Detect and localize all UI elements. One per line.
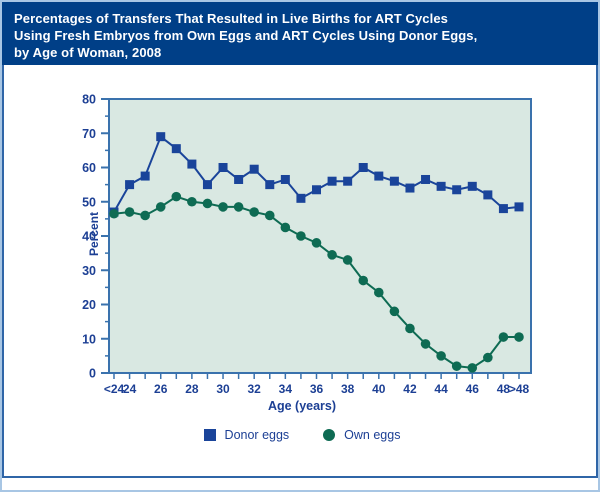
own-eggs-marker [202, 198, 213, 209]
donor-eggs-marker [343, 176, 353, 186]
own-eggs-marker [467, 363, 478, 373]
own-eggs-marker [436, 351, 446, 361]
own-eggs-marker [405, 323, 415, 334]
donor-eggs-marker [218, 163, 228, 172]
own-eggs-marker [124, 207, 135, 217]
y-tick-label: 20 [82, 298, 96, 312]
donor-eggs-marker [171, 144, 181, 154]
x-tick-label: 26 [154, 382, 168, 396]
donor-eggs-marker [358, 163, 368, 172]
donor-eggs-marker [187, 159, 197, 169]
y-axis-title: Percent [87, 211, 101, 257]
own-eggs-marker [218, 202, 228, 212]
x-tick-label: 40 [372, 382, 386, 396]
donor-eggs-marker [156, 132, 166, 142]
x-tick-label: <24 [104, 382, 125, 396]
own-eggs-marker [171, 191, 182, 202]
y-tick-label: 30 [82, 264, 96, 278]
own-eggs-marker [389, 306, 400, 317]
own-eggs-marker [483, 352, 493, 363]
donor-eggs-marker [498, 204, 508, 214]
chart-title-bar: Percentages of Transfers That Resulted i… [2, 2, 598, 65]
donor-eggs-marker [483, 190, 493, 200]
donor-eggs-marker [421, 174, 431, 184]
x-tick-label: >48 [509, 382, 530, 396]
x-tick-label: 32 [248, 382, 262, 396]
legend-item-donor-eggs: Donor eggs [203, 428, 290, 442]
x-tick-label: 44 [434, 382, 448, 396]
own-eggs-circle-icon [323, 429, 336, 441]
donor-eggs-marker [327, 176, 337, 186]
donor-eggs-marker [125, 180, 135, 190]
legend-label-donor-eggs: Donor eggs [224, 428, 290, 442]
donor-eggs-square-icon [203, 429, 216, 441]
y-tick-label: 50 [82, 195, 96, 209]
y-tick-label: 80 [82, 93, 96, 107]
own-eggs-marker [296, 231, 306, 241]
x-tick-label: 28 [185, 382, 199, 396]
own-eggs-marker [249, 207, 259, 217]
x-tick-label: 42 [403, 382, 417, 396]
y-tick-label: 10 [82, 332, 96, 346]
own-eggs-marker [109, 208, 119, 219]
own-eggs-marker [311, 238, 322, 248]
own-eggs-marker [187, 196, 197, 207]
legend-label-own-eggs: Own eggs [344, 428, 401, 442]
donor-eggs-marker [312, 185, 321, 195]
y-tick-label: 70 [82, 127, 96, 141]
own-eggs-marker [420, 339, 431, 349]
donor-eggs-marker [280, 174, 290, 184]
own-eggs-marker [280, 222, 291, 233]
x-tick-label: 48 [497, 382, 511, 396]
chart-legend: Donor eggs Own eggs [2, 428, 600, 442]
own-eggs-marker [514, 332, 524, 342]
donor-eggs-marker [436, 181, 446, 191]
donor-eggs-marker [374, 171, 384, 181]
chart-title-line-2: Using Fresh Embryos from Own Eggs and AR… [14, 28, 478, 43]
donor-eggs-marker [514, 202, 524, 212]
own-eggs-marker [451, 361, 462, 371]
chart-title-line-3: by Age of Woman, 2008 [14, 45, 162, 60]
own-eggs-marker [498, 332, 509, 342]
x-tick-label: 34 [279, 382, 293, 396]
own-eggs-marker [155, 202, 166, 212]
donor-eggs-marker [405, 183, 415, 193]
own-eggs-marker [233, 202, 244, 212]
donor-eggs-marker [452, 185, 462, 195]
x-tick-label: 38 [341, 382, 355, 396]
donor-eggs-marker [140, 171, 150, 181]
y-tick-label: 60 [82, 161, 96, 175]
own-eggs-marker [358, 275, 369, 286]
donor-eggs-marker [265, 180, 275, 190]
own-eggs-marker [374, 287, 384, 298]
own-eggs-marker [342, 255, 353, 265]
x-tick-label: 24 [123, 382, 137, 396]
donor-eggs-marker [389, 176, 399, 186]
donor-eggs-marker [467, 181, 477, 191]
x-tick-label: 30 [216, 382, 230, 396]
x-tick-label: 36 [310, 382, 324, 396]
x-axis-title: Age (years) [267, 399, 337, 413]
donor-eggs-marker [202, 180, 212, 190]
donor-eggs-marker [234, 174, 244, 184]
donor-eggs-marker [249, 164, 259, 174]
own-eggs-marker [140, 210, 150, 221]
plot-area [108, 98, 532, 374]
donor-eggs-marker [296, 193, 306, 203]
chart-title-line-1: Percentages of Transfers That Resulted i… [14, 11, 448, 26]
own-eggs-marker [327, 250, 337, 260]
legend-item-own-eggs: Own eggs [323, 428, 400, 442]
own-eggs-marker [264, 210, 275, 221]
y-tick-label: 0 [89, 367, 96, 381]
x-tick-label: 46 [466, 382, 480, 396]
y-tick-label: 40 [82, 230, 96, 244]
